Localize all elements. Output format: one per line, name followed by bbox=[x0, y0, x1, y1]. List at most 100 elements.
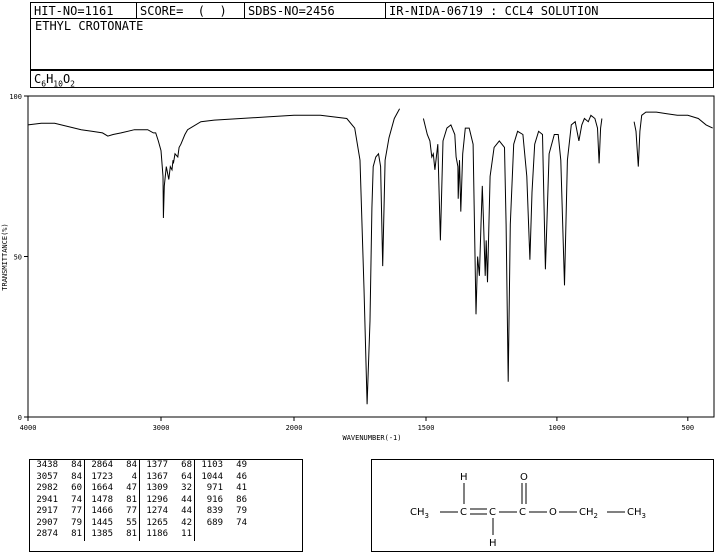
ch3-right: CH3 bbox=[627, 507, 646, 520]
peak-wavenumber: 1664 bbox=[91, 483, 113, 493]
formula-o-count: 2 bbox=[70, 79, 75, 89]
x-tick-label: 500 bbox=[681, 424, 694, 432]
peak-wavenumber: 2982 bbox=[36, 483, 58, 493]
peak-row: 3438 84 2864 84 1377 68 1103 49 bbox=[30, 460, 249, 472]
peak-transmittance: 47 bbox=[115, 483, 140, 495]
peak-wavenumber: 1309 bbox=[146, 483, 168, 493]
peak-row: 2874 81 1385 81 1186 11 bbox=[30, 529, 249, 541]
peak-transmittance: 84 bbox=[115, 460, 140, 472]
peak-transmittance: 77 bbox=[60, 506, 85, 518]
peak-wavenumber: 2907 bbox=[36, 517, 58, 528]
formula-c: C bbox=[34, 72, 42, 86]
peak-wavenumber: 971 bbox=[206, 483, 223, 493]
y-axis: 0 50 100 bbox=[9, 93, 28, 422]
o-carbonyl: O bbox=[520, 472, 528, 483]
atom-c-carbonyl: C bbox=[519, 507, 526, 518]
peak-wavenumber: 689 bbox=[206, 517, 223, 528]
peak-row: 3057 84 1723 4 1367 64 1044 46 bbox=[30, 471, 249, 483]
structure-svg: CH3 C H C H C O O CH2 CH3 bbox=[410, 472, 646, 549]
ir-nida-code: IR-NIDA-06719 : CCL4 SOLUTION bbox=[389, 4, 599, 18]
peak-transmittance bbox=[225, 529, 249, 541]
peak-wavenumber: 2941 bbox=[36, 494, 58, 505]
peak-row: 2907 79 1445 55 1265 42 689 74 bbox=[30, 517, 249, 529]
peak-transmittance: 42 bbox=[170, 517, 195, 529]
x-tick-label: 1500 bbox=[418, 424, 435, 432]
peak-transmittance: 74 bbox=[236, 517, 247, 528]
atom-c-alpha: C bbox=[460, 507, 467, 518]
peak-wavenumber: 2917 bbox=[36, 506, 58, 516]
x-tick-label: 4000 bbox=[20, 424, 37, 432]
peak-wavenumber: 1466 bbox=[91, 506, 113, 516]
peak-transmittance: 55 bbox=[115, 517, 140, 529]
peak-transmittance: 74 bbox=[60, 494, 85, 506]
peak-transmittance: 84 bbox=[60, 460, 85, 472]
formula-c-count: 6 bbox=[41, 79, 47, 89]
spectrum-line-segment-3 bbox=[633, 111, 713, 167]
peak-transmittance: 44 bbox=[170, 494, 195, 506]
ch3-left: CH3 bbox=[410, 507, 429, 520]
peak-wavenumber: 1478 bbox=[91, 494, 113, 505]
peak-transmittance: 44 bbox=[170, 506, 195, 518]
peak-wavenumber: 916 bbox=[206, 494, 223, 505]
peak-wavenumber: 839 bbox=[206, 506, 223, 516]
compound-name-text: ETHYL CROTONATE bbox=[35, 19, 144, 33]
peak-transmittance: 11 bbox=[170, 529, 195, 541]
peak-transmittance: 68 bbox=[170, 460, 195, 472]
spectrum-line-segment-1 bbox=[27, 108, 401, 405]
peak-wavenumber: 1044 bbox=[201, 471, 223, 482]
peak-wavenumber: 3057 bbox=[36, 471, 58, 482]
peak-transmittance: 4 bbox=[115, 471, 140, 483]
peak-wavenumber: 1274 bbox=[146, 506, 168, 516]
compound-name: ETHYL CROTONATE bbox=[30, 18, 714, 70]
peak-wavenumber: 2874 bbox=[36, 529, 58, 539]
peak-wavenumber: 1103 bbox=[201, 460, 223, 470]
structure-diagram: CH3 C H C H C O O CH2 CH3 bbox=[371, 459, 714, 552]
peak-wavenumber: 1377 bbox=[146, 460, 168, 470]
x-axis-label: WAVENUMBER(-1) bbox=[342, 434, 401, 442]
atom-c-beta: C bbox=[489, 507, 496, 518]
peak-transmittance: 79 bbox=[236, 506, 247, 516]
peak-wavenumber bbox=[195, 529, 226, 541]
peak-transmittance: 77 bbox=[115, 506, 140, 518]
molecular-formula: C6H10O2 bbox=[30, 70, 714, 88]
y-tick-label: 100 bbox=[9, 93, 22, 101]
peak-transmittance: 81 bbox=[115, 529, 140, 541]
x-axis: 4000 3000 2000 1500 1000 500 bbox=[20, 417, 694, 432]
y-axis-label: TRANSMITTANCE(%) bbox=[1, 223, 9, 290]
peak-row: 2941 74 1478 81 1296 44 916 86 bbox=[30, 494, 249, 506]
x-tick-label: 3000 bbox=[153, 424, 170, 432]
y-tick-label: 50 bbox=[14, 254, 22, 262]
peak-transmittance: 84 bbox=[60, 471, 85, 483]
peak-transmittance: 46 bbox=[236, 471, 247, 482]
spectrum-line-segment-2 bbox=[422, 114, 603, 382]
x-tick-label: 2000 bbox=[286, 424, 303, 432]
peak-transmittance: 86 bbox=[236, 494, 247, 505]
peak-wavenumber: 1367 bbox=[146, 471, 168, 482]
score: SCORE= ( ) bbox=[137, 3, 245, 18]
hit-number: HIT-NO=1161 bbox=[31, 3, 137, 18]
peak-wavenumber: 3438 bbox=[36, 460, 58, 470]
peak-transmittance: 81 bbox=[115, 494, 140, 506]
y-tick-label: 0 bbox=[18, 414, 22, 422]
formula-o: O bbox=[62, 72, 71, 86]
ch2: CH2 bbox=[579, 507, 598, 520]
peak-table-grid: 3438 84 2864 84 1377 68 1103 49 3057 84 1723 4 1367 6… bbox=[30, 460, 249, 541]
peak-wavenumber: 1265 bbox=[146, 517, 168, 528]
peak-wavenumber: 1186 bbox=[146, 529, 168, 539]
peak-row: 2917 77 1466 77 1274 44 839 79 bbox=[30, 506, 249, 518]
h-bottom: H bbox=[489, 538, 497, 549]
spectrum-series bbox=[27, 108, 713, 405]
h-top: H bbox=[460, 472, 468, 483]
header-bar: HIT-NO=1161 SCORE= ( ) SDBS-NO=2456 IR-N… bbox=[30, 2, 714, 19]
formula-h-count: 10 bbox=[53, 79, 63, 89]
peak-wavenumber: 1296 bbox=[146, 494, 168, 505]
sdbs-number: SDBS-NO=2456 bbox=[245, 3, 386, 18]
peak-wavenumber: 1385 bbox=[91, 529, 113, 539]
peak-transmittance: 32 bbox=[170, 483, 195, 495]
peak-transmittance: 81 bbox=[60, 529, 85, 541]
peak-wavenumber: 1445 bbox=[91, 517, 113, 528]
x-tick-label: 1000 bbox=[548, 424, 565, 432]
peak-wavenumber: 2864 bbox=[91, 460, 113, 470]
peak-transmittance: 60 bbox=[60, 483, 85, 495]
peak-transmittance: 64 bbox=[170, 471, 195, 483]
